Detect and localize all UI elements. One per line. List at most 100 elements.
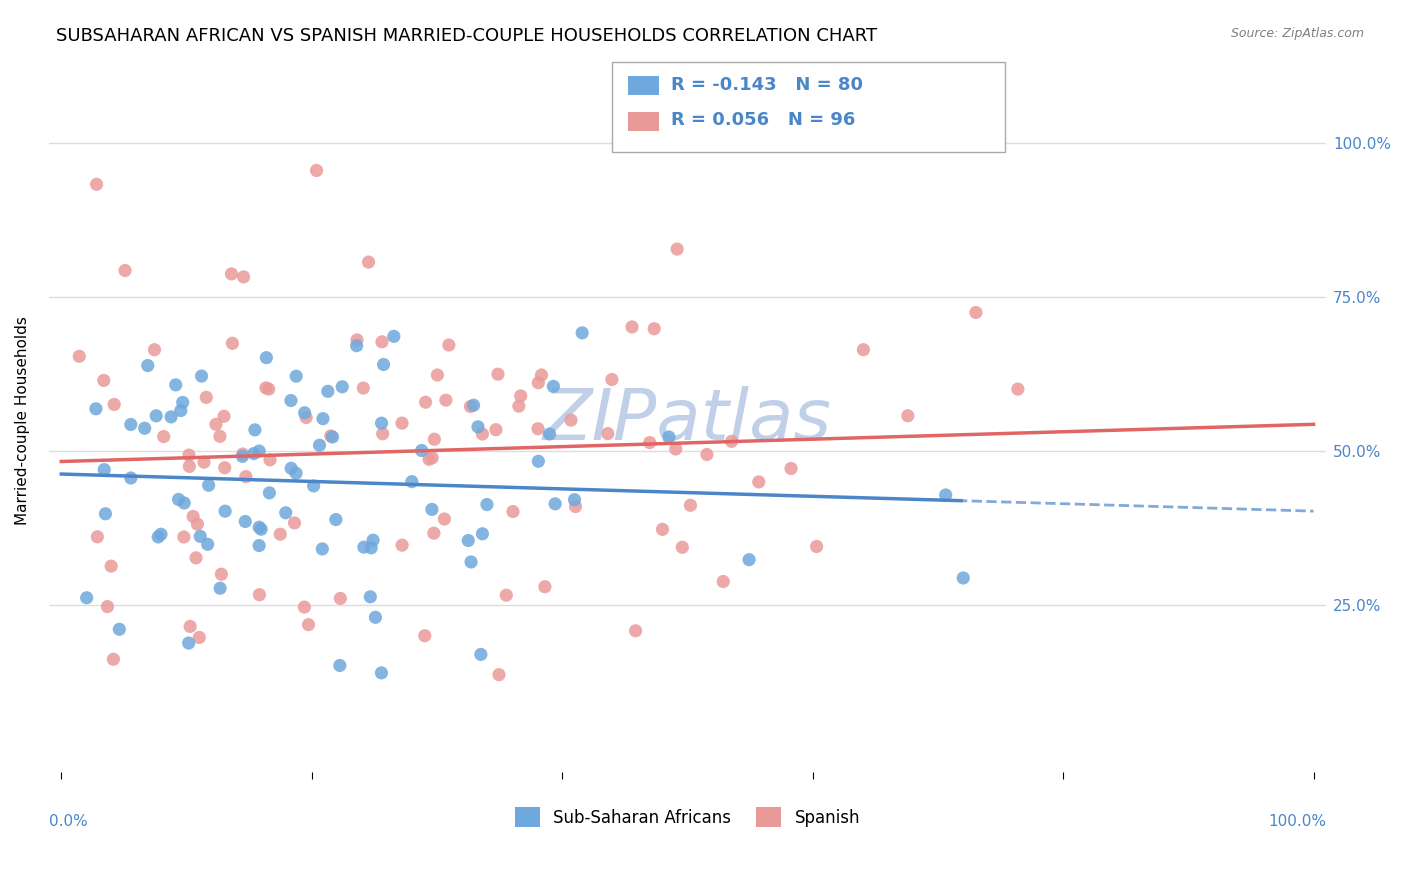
Sub-Saharan Africans (134, 421, 156, 435)
Sub-Saharan Africans (173, 496, 195, 510)
Spanish (259, 453, 281, 467)
Sub-Saharan Africans (233, 515, 256, 529)
Spanish (486, 367, 509, 381)
Spanish (711, 574, 734, 589)
Spanish (205, 417, 228, 432)
Sub-Saharan Africans (108, 622, 131, 636)
Spanish (897, 409, 920, 423)
Sub-Saharan Africans (280, 461, 302, 475)
Sub-Saharan Africans (346, 339, 368, 353)
Sub-Saharan Africans (527, 454, 550, 468)
Spanish (534, 580, 557, 594)
Spanish (232, 447, 254, 461)
Sub-Saharan Africans (463, 398, 485, 412)
Sub-Saharan Africans (544, 497, 567, 511)
Spanish (181, 509, 204, 524)
Spanish (143, 343, 166, 357)
Sub-Saharan Africans (150, 527, 173, 541)
Spanish (352, 381, 374, 395)
Spanish (471, 427, 494, 442)
Sub-Saharan Africans (247, 539, 270, 553)
Sub-Saharan Africans (470, 648, 492, 662)
Sub-Saharan Africans (411, 443, 433, 458)
Spanish (283, 516, 305, 530)
Spanish (391, 416, 413, 430)
Sub-Saharan Africans (543, 379, 565, 393)
Sub-Saharan Africans (401, 475, 423, 489)
Sub-Saharan Africans (467, 419, 489, 434)
Spanish (208, 429, 231, 443)
Sub-Saharan Africans (329, 658, 352, 673)
Text: R = -0.143   N = 80: R = -0.143 N = 80 (671, 76, 863, 94)
Sub-Saharan Africans (247, 444, 270, 458)
Spanish (173, 530, 195, 544)
Spanish (415, 395, 437, 409)
Sub-Saharan Africans (460, 555, 482, 569)
Text: R = 0.056   N = 96: R = 0.056 N = 96 (671, 112, 855, 129)
Spanish (488, 667, 510, 681)
Spanish (596, 426, 619, 441)
Spanish (423, 432, 446, 446)
Sub-Saharan Africans (170, 403, 193, 417)
Spanish (193, 455, 215, 469)
Spanish (527, 422, 550, 436)
Spanish (179, 459, 201, 474)
Sub-Saharan Africans (361, 533, 384, 548)
Spanish (184, 550, 207, 565)
Sub-Saharan Africans (302, 479, 325, 493)
Sub-Saharan Africans (420, 502, 443, 516)
Spanish (679, 498, 702, 512)
Spanish (564, 500, 586, 514)
Sub-Saharan Africans (214, 504, 236, 518)
Spanish (235, 469, 257, 483)
Sub-Saharan Africans (280, 393, 302, 408)
Spanish (508, 399, 530, 413)
Spanish (103, 397, 125, 411)
Spanish (212, 409, 235, 424)
Spanish (371, 426, 394, 441)
Sub-Saharan Africans (177, 636, 200, 650)
Sub-Saharan Africans (364, 610, 387, 624)
Spanish (638, 435, 661, 450)
Sub-Saharan Africans (160, 409, 183, 424)
Spanish (232, 269, 254, 284)
Spanish (852, 343, 875, 357)
Sub-Saharan Africans (370, 665, 392, 680)
Spanish (292, 600, 315, 615)
Spanish (357, 255, 380, 269)
Spanish (502, 505, 524, 519)
Sub-Saharan Africans (952, 571, 974, 585)
Spanish (371, 334, 394, 349)
Sub-Saharan Africans (658, 430, 681, 444)
Sub-Saharan Africans (538, 426, 561, 441)
Sub-Saharan Africans (120, 471, 142, 485)
Sub-Saharan Africans (475, 498, 498, 512)
Spanish (254, 381, 277, 395)
Sub-Saharan Africans (274, 506, 297, 520)
Spanish (530, 368, 553, 382)
Sub-Saharan Africans (353, 540, 375, 554)
Spanish (188, 631, 211, 645)
Spanish (806, 540, 828, 554)
Sub-Saharan Africans (457, 533, 479, 548)
Text: Source: ZipAtlas.com: Source: ZipAtlas.com (1230, 27, 1364, 40)
Spanish (434, 393, 457, 408)
Sub-Saharan Africans (382, 329, 405, 343)
Spanish (696, 448, 718, 462)
Sub-Saharan Africans (330, 380, 353, 394)
Spanish (257, 382, 280, 396)
Spanish (329, 591, 352, 606)
Spanish (413, 629, 436, 643)
Spanish (195, 390, 218, 404)
Sub-Saharan Africans (370, 416, 392, 430)
Text: 100.0%: 100.0% (1268, 814, 1326, 830)
Sub-Saharan Africans (564, 492, 586, 507)
Sub-Saharan Africans (84, 401, 107, 416)
Spanish (433, 512, 456, 526)
Legend: Sub-Saharan Africans, Spanish: Sub-Saharan Africans, Spanish (508, 800, 866, 834)
Spanish (600, 372, 623, 386)
Spanish (305, 163, 328, 178)
Sub-Saharan Africans (165, 377, 187, 392)
Sub-Saharan Africans (172, 395, 194, 409)
Sub-Saharan Africans (190, 369, 212, 384)
